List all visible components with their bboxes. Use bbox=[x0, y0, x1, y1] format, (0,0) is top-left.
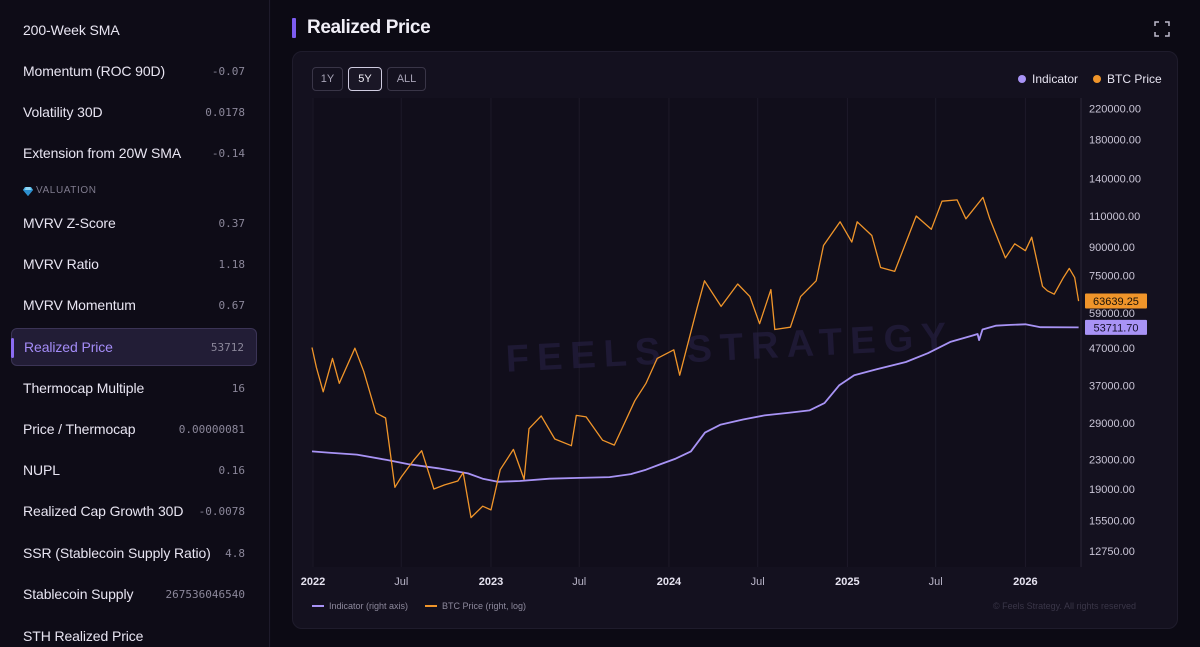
legend-label-indicator: Indicator bbox=[1032, 72, 1079, 86]
x-tick-label: 2025 bbox=[835, 576, 859, 588]
y-tick-label: 180000.00 bbox=[1089, 134, 1141, 146]
y-tick-label: 15500.00 bbox=[1089, 516, 1135, 528]
sidebar-item-label: Momentum (ROC 90D) bbox=[23, 63, 166, 79]
sidebar-item-label: MVRV Ratio bbox=[23, 256, 99, 272]
bottom-legend-swatch bbox=[312, 605, 324, 607]
y-tick-label: 59000.00 bbox=[1089, 308, 1135, 320]
sidebar-item-value: 0.00000081 bbox=[178, 422, 245, 436]
sidebar-item-value: 16 bbox=[231, 381, 245, 395]
sidebar-item-label: Price / Thermocap bbox=[23, 421, 136, 437]
sidebar-item-extension[interactable]: Extension from 20W SMA -0.14 bbox=[11, 134, 257, 172]
legend-label-btc: BTC Price bbox=[1107, 72, 1162, 86]
sidebar-item-value: 1.18 bbox=[218, 257, 246, 271]
sidebar-item-price-thermocap[interactable]: Price / Thermocap 0.00000081 bbox=[11, 410, 257, 448]
y-tick-label: 90000.00 bbox=[1089, 242, 1135, 254]
sidebar-item-label: MVRV Z-Score bbox=[23, 215, 116, 231]
sidebar-item-value: 0.0178 bbox=[205, 105, 245, 119]
y-tick-label: 110000.00 bbox=[1089, 211, 1140, 223]
y-tick-label: 47000.00 bbox=[1089, 343, 1135, 355]
sidebar-item-momentum[interactable]: Momentum (ROC 90D) -0.07 bbox=[11, 52, 257, 90]
x-tick-label: Jul bbox=[929, 576, 943, 588]
gem-icon bbox=[23, 186, 33, 196]
x-tick-label: 2023 bbox=[479, 576, 503, 588]
bottom-legend-label: BTC Price (right, log) bbox=[442, 601, 527, 611]
btc-last-value-tag bbox=[1085, 293, 1147, 309]
x-tick-label: 2026 bbox=[1013, 576, 1037, 588]
y-tick-label: 12750.00 bbox=[1089, 546, 1135, 558]
range-button-1y[interactable]: 1Y bbox=[312, 67, 343, 91]
sidebar-item-value: 4.8 bbox=[225, 546, 245, 560]
sidebar-item-stablecoin-supply[interactable]: Stablecoin Supply 267536046540 bbox=[11, 575, 257, 613]
sidebar-item-200-week-sma[interactable]: 200-Week SMA bbox=[11, 11, 257, 49]
title-accent-bar bbox=[292, 18, 296, 38]
sidebar-item-label: 200-Week SMA bbox=[23, 22, 120, 38]
indicator-last-value-tag-label: 53711.70 bbox=[1093, 322, 1138, 334]
legend-dot-indicator bbox=[1018, 75, 1026, 83]
y-tick-label: 140000.00 bbox=[1089, 174, 1141, 186]
sidebar-item-label: Realized Price bbox=[24, 339, 113, 355]
sidebar-item-thermocap-multiple[interactable]: Thermocap Multiple 16 bbox=[11, 369, 257, 407]
y-tick-label: 29000.00 bbox=[1089, 418, 1135, 430]
plot-area bbox=[312, 98, 1081, 567]
y-tick-label: 220000.00 bbox=[1089, 103, 1141, 115]
range-button-5y[interactable]: 5Y bbox=[348, 67, 382, 91]
sidebar-item-mvrv-z-score[interactable]: MVRV Z-Score 0.37 bbox=[11, 204, 257, 242]
sidebar-item-value: 53712 bbox=[210, 340, 244, 354]
y-tick-label: 23000.00 bbox=[1089, 454, 1135, 466]
x-tick-label: Jul bbox=[572, 576, 586, 588]
sidebar-item-value: 0.67 bbox=[218, 298, 246, 312]
sidebar-item-value: -0.14 bbox=[211, 146, 245, 160]
sidebar-section-header: VALUATION bbox=[23, 185, 97, 196]
sidebar: 200-Week SMA Momentum (ROC 90D) -0.07 Vo… bbox=[0, 0, 270, 647]
sidebar-item-label: Realized Cap Growth 30D bbox=[23, 503, 184, 519]
legend-dot-btc bbox=[1093, 75, 1101, 83]
sidebar-item-sth-realized-price[interactable]: STH Realized Price bbox=[11, 617, 257, 647]
sidebar-item-mvrv-ratio[interactable]: MVRV Ratio 1.18 bbox=[11, 245, 257, 283]
sidebar-item-value: 0.37 bbox=[218, 216, 246, 230]
x-tick-label: Jul bbox=[394, 576, 408, 588]
legend-item-btc[interactable]: BTC Price bbox=[1093, 72, 1162, 86]
x-tick-label: 2024 bbox=[657, 576, 682, 588]
indicator-last-value-tag bbox=[1085, 319, 1147, 335]
sidebar-item-label: Extension from 20W SMA bbox=[23, 145, 182, 161]
sidebar-item-label: Thermocap Multiple bbox=[23, 380, 145, 396]
copyright-text: © Feels Strategy. All rights reserved bbox=[993, 601, 1137, 611]
sidebar-item-label: Volatility 30D bbox=[23, 104, 103, 120]
range-button-all[interactable]: ALL bbox=[387, 67, 426, 91]
sidebar-item-value: 0.16 bbox=[218, 463, 246, 477]
sidebar-item-label: MVRV Momentum bbox=[23, 297, 136, 313]
x-tick-label: 2022 bbox=[301, 576, 325, 588]
sidebar-item-value: 267536046540 bbox=[165, 587, 245, 601]
bottom-legend-indicator: Indicator (right axis) bbox=[312, 601, 408, 611]
legend-item-indicator[interactable]: Indicator bbox=[1018, 72, 1078, 86]
sidebar-item-ssr[interactable]: SSR (Stablecoin Supply Ratio) 4.8 bbox=[11, 534, 257, 572]
y-tick-label: 19000.00 bbox=[1089, 484, 1135, 496]
bottom-legend-label: Indicator (right axis) bbox=[329, 601, 409, 611]
x-tick-label: Jul bbox=[751, 576, 765, 588]
bottom-legend-btc: BTC Price (right, log) bbox=[425, 601, 526, 611]
sidebar-item-value: -0.07 bbox=[211, 64, 245, 78]
sidebar-item-label: STH Realized Price bbox=[23, 628, 144, 644]
y-tick-label: 37000.00 bbox=[1089, 380, 1135, 392]
sidebar-item-label: SSR (Stablecoin Supply Ratio) bbox=[23, 545, 211, 561]
btc-last-value-tag-label: 63639.25 bbox=[1093, 296, 1139, 308]
page-title: Realized Price bbox=[307, 17, 431, 38]
y-tick-label: 75000.00 bbox=[1089, 271, 1135, 283]
sidebar-item-label: NUPL bbox=[23, 462, 60, 478]
sidebar-item-realized-price[interactable]: Realized Price 53712 bbox=[11, 328, 257, 366]
bottom-legend-swatch bbox=[425, 605, 437, 607]
sidebar-item-volatility[interactable]: Volatility 30D 0.0178 bbox=[11, 93, 257, 131]
sidebar-item-nupl[interactable]: NUPL 0.16 bbox=[11, 451, 257, 489]
expand-icon[interactable] bbox=[1154, 21, 1170, 37]
sidebar-item-label: Stablecoin Supply bbox=[23, 586, 134, 602]
sidebar-section-label: VALUATION bbox=[36, 185, 97, 196]
sidebar-item-mvrv-momentum[interactable]: MVRV Momentum 0.67 bbox=[11, 286, 257, 324]
sidebar-item-realized-cap-growth[interactable]: Realized Cap Growth 30D -0.0078 bbox=[11, 492, 257, 530]
sidebar-item-value: -0.0078 bbox=[198, 504, 245, 518]
indicator-line bbox=[311, 323, 1079, 483]
btc-price-line bbox=[311, 196, 1080, 519]
